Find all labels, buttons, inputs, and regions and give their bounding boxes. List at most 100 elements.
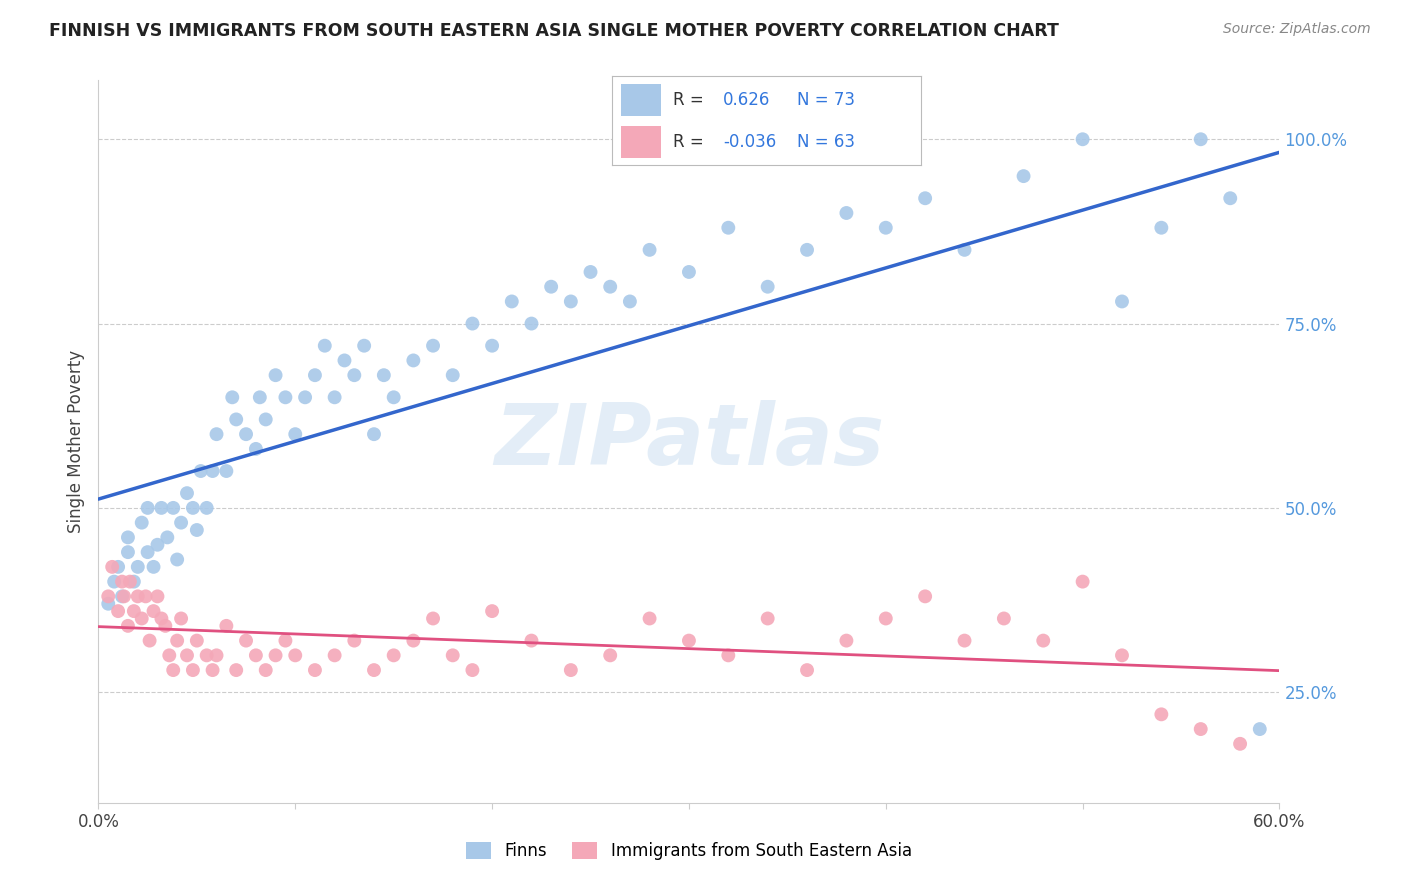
Point	[107, 560, 129, 574]
Point	[1249, 722, 1271, 736]
Point	[142, 604, 165, 618]
Point	[103, 574, 125, 589]
Point	[353, 339, 375, 353]
Point	[157, 648, 180, 663]
Point	[560, 294, 582, 309]
Text: 0.626: 0.626	[723, 91, 770, 109]
Point	[166, 552, 188, 566]
FancyBboxPatch shape	[621, 84, 661, 116]
Point	[235, 427, 257, 442]
Point	[170, 516, 193, 530]
Point	[249, 390, 271, 404]
Text: N = 63: N = 63	[797, 133, 855, 151]
Point	[162, 663, 184, 677]
Point	[107, 604, 129, 618]
Point	[142, 560, 165, 574]
Point	[835, 633, 858, 648]
Point	[1012, 169, 1035, 183]
Point	[97, 590, 120, 604]
Text: R =: R =	[673, 91, 710, 109]
Point	[150, 611, 173, 625]
Point	[195, 500, 218, 515]
Point	[127, 560, 149, 574]
Point	[195, 648, 218, 663]
Text: R =: R =	[673, 133, 710, 151]
Point	[1071, 574, 1094, 589]
Point	[461, 317, 484, 331]
Point	[481, 339, 503, 353]
Point	[117, 530, 139, 544]
Y-axis label: Single Mother Poverty: Single Mother Poverty	[66, 350, 84, 533]
Point	[166, 633, 188, 648]
Point	[122, 574, 145, 589]
Point	[1189, 132, 1212, 146]
Point	[717, 220, 740, 235]
Point	[1150, 707, 1173, 722]
Point	[221, 390, 243, 404]
Point	[402, 633, 425, 648]
Point	[304, 663, 326, 677]
Point	[638, 243, 661, 257]
Point	[678, 265, 700, 279]
Point	[1071, 132, 1094, 146]
Point	[875, 220, 897, 235]
Point	[914, 590, 936, 604]
Point	[97, 597, 120, 611]
Point	[225, 412, 247, 426]
Point	[205, 648, 228, 663]
Point	[245, 442, 267, 456]
Text: N = 73: N = 73	[797, 91, 855, 109]
Point	[1032, 633, 1054, 648]
Text: FINNISH VS IMMIGRANTS FROM SOUTH EASTERN ASIA SINGLE MOTHER POVERTY CORRELATION : FINNISH VS IMMIGRANTS FROM SOUTH EASTERN…	[49, 22, 1059, 40]
Legend: Finns, Immigrants from South Eastern Asia: Finns, Immigrants from South Eastern Asi…	[460, 835, 918, 867]
Point	[599, 279, 621, 293]
Point	[235, 633, 257, 648]
Point	[176, 648, 198, 663]
Point	[363, 663, 385, 677]
Point	[382, 390, 405, 404]
Point	[323, 390, 346, 404]
Point	[560, 663, 582, 677]
Point	[579, 265, 602, 279]
Point	[1150, 220, 1173, 235]
Point	[914, 191, 936, 205]
Point	[245, 648, 267, 663]
Point	[111, 590, 134, 604]
Point	[186, 633, 208, 648]
Point	[520, 317, 543, 331]
Text: ZIPatlas: ZIPatlas	[494, 400, 884, 483]
Point	[146, 590, 169, 604]
Point	[422, 611, 444, 625]
Point	[333, 353, 356, 368]
Point	[284, 427, 307, 442]
Point	[117, 545, 139, 559]
Point	[274, 390, 297, 404]
Point	[294, 390, 316, 404]
Point	[343, 633, 366, 648]
Text: Source: ZipAtlas.com: Source: ZipAtlas.com	[1223, 22, 1371, 37]
Point	[953, 633, 976, 648]
Point	[117, 619, 139, 633]
Point	[146, 538, 169, 552]
Point	[993, 611, 1015, 625]
Point	[756, 611, 779, 625]
Point	[540, 279, 562, 293]
Point	[520, 633, 543, 648]
Point	[314, 339, 336, 353]
Point	[111, 574, 134, 589]
Point	[101, 560, 124, 574]
Point	[343, 368, 366, 383]
Point	[953, 243, 976, 257]
Point	[717, 648, 740, 663]
Point	[162, 500, 184, 515]
Point	[155, 619, 177, 633]
Point	[205, 427, 228, 442]
FancyBboxPatch shape	[621, 126, 661, 158]
Point	[441, 648, 464, 663]
Point	[131, 516, 153, 530]
Point	[112, 590, 135, 604]
Point	[422, 339, 444, 353]
Point	[599, 648, 621, 663]
Point	[156, 530, 179, 544]
Point	[264, 368, 287, 383]
